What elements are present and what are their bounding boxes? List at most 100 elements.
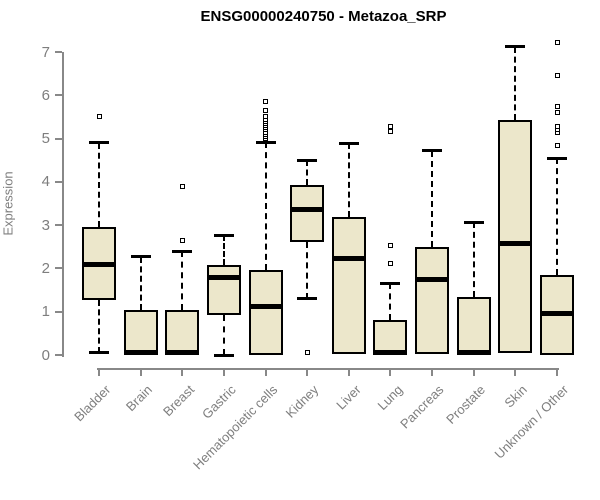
- whisker-upper-lung: [389, 283, 392, 321]
- x-axis-tick: [264, 368, 267, 376]
- whisker-upper-breast: [181, 251, 184, 310]
- x-axis-label-pancreas: Pancreas: [397, 382, 447, 432]
- y-axis-tick: [55, 267, 62, 270]
- whisker-cap-upper-skin: [505, 45, 526, 49]
- median-breast: [165, 350, 200, 356]
- y-axis-tick: [55, 94, 62, 97]
- y-axis-tick-label: 4: [41, 173, 50, 191]
- whisker-cap-upper-lung: [380, 281, 401, 285]
- whisker-cap-upper-hematopoietic-cells: [255, 140, 276, 144]
- x-axis-label-lung: Lung: [374, 382, 406, 414]
- outlier-bladder: [96, 114, 102, 120]
- y-axis-tick: [55, 137, 62, 140]
- whisker-cap-upper-liver: [338, 141, 359, 145]
- whisker-upper-pancreas: [431, 150, 434, 247]
- whisker-cap-upper-prostate: [463, 220, 484, 224]
- median-kidney: [290, 206, 325, 212]
- x-axis-label-liver: Liver: [332, 382, 364, 413]
- box-breast: [165, 309, 200, 355]
- whisker-cap-upper-breast: [172, 249, 193, 253]
- x-axis-tick: [514, 368, 517, 376]
- box-brain: [123, 309, 158, 355]
- outlier-unknown-other: [554, 104, 560, 110]
- box-hematopoietic-cells: [248, 270, 283, 355]
- whisker-upper-skin: [514, 46, 517, 121]
- whisker-upper-liver: [347, 143, 350, 217]
- y-axis-tick-label: 7: [41, 43, 50, 61]
- outlier-hematopoietic-cells: [263, 99, 269, 105]
- box-liver: [331, 216, 366, 354]
- y-axis-line: [62, 52, 64, 357]
- x-axis-tick: [181, 368, 184, 376]
- outlier-unknown-other: [554, 40, 560, 46]
- x-axis-label-unknown-other: Unknown / Other: [492, 382, 572, 462]
- outlier-lung: [387, 123, 393, 129]
- whisker-upper-brain: [139, 256, 142, 310]
- whisker-cap-upper-gastric: [213, 233, 234, 237]
- y-axis-tick: [55, 310, 62, 313]
- whisker-cap-lower-gastric: [213, 353, 234, 357]
- whisker-upper-hematopoietic-cells: [264, 142, 267, 271]
- whisker-lower-kidney: [306, 242, 309, 299]
- median-skin: [498, 240, 533, 246]
- x-axis-tick: [306, 368, 309, 376]
- y-axis-tick: [55, 224, 62, 227]
- y-axis-tick-label: 0: [41, 346, 50, 364]
- outlier-unknown-other: [554, 142, 560, 148]
- x-axis-tick: [222, 368, 225, 376]
- median-brain: [123, 350, 158, 356]
- outlier-hematopoietic-cells: [263, 107, 269, 113]
- whisker-cap-upper-unknown-other: [547, 156, 568, 160]
- y-axis-tick-label: 1: [41, 303, 50, 321]
- chart-title: ENSG00000240750 - Metazoa_SRP: [200, 8, 447, 25]
- y-axis-tick-label: 2: [41, 259, 50, 277]
- box-skin: [498, 120, 533, 353]
- outlier-unknown-other: [554, 72, 560, 78]
- box-gastric: [206, 264, 241, 316]
- outlier-lung: [387, 242, 393, 248]
- outlier-breast: [179, 237, 185, 243]
- y-axis-tick: [55, 180, 62, 183]
- whisker-upper-prostate: [472, 222, 475, 298]
- whisker-upper-kidney: [306, 160, 309, 185]
- x-axis-label-prostate: Prostate: [443, 382, 489, 427]
- x-axis-tick: [556, 368, 559, 376]
- y-axis-tick: [55, 354, 62, 356]
- y-axis-title: Expression: [0, 171, 16, 236]
- whisker-lower-bladder: [98, 300, 100, 353]
- x-axis-label-bladder: Bladder: [71, 382, 114, 425]
- whisker-cap-lower-kidney: [297, 297, 318, 301]
- x-axis-label-breast: Breast: [159, 382, 197, 420]
- x-axis-label-kidney: Kidney: [283, 382, 322, 421]
- x-axis-line: [97, 368, 560, 370]
- median-liver: [331, 255, 366, 261]
- whisker-cap-upper-pancreas: [422, 149, 443, 153]
- outlier-breast: [179, 183, 185, 189]
- outlier-unknown-other: [554, 110, 560, 116]
- x-axis-tick: [347, 368, 350, 376]
- whisker-cap-upper-brain: [130, 255, 151, 259]
- x-axis-tick: [98, 368, 100, 376]
- whisker-cap-lower-bladder: [89, 351, 109, 355]
- whisker-lower-gastric: [222, 315, 225, 355]
- x-axis-label-gastric: Gastric: [198, 382, 239, 422]
- median-lung: [373, 350, 408, 356]
- outlier-lung: [387, 128, 393, 134]
- median-pancreas: [415, 277, 450, 283]
- median-gastric: [206, 274, 241, 280]
- y-axis-tick-label: 3: [41, 216, 50, 234]
- whisker-upper-bladder: [98, 142, 100, 228]
- median-bladder: [82, 262, 116, 268]
- x-axis-label-brain: Brain: [123, 382, 156, 415]
- outlier-kidney: [304, 350, 310, 356]
- box-kidney: [290, 184, 325, 243]
- whisker-cap-upper-kidney: [297, 158, 318, 162]
- outlier-hematopoietic-cells: [263, 114, 269, 120]
- median-hematopoietic-cells: [248, 303, 283, 309]
- whisker-upper-gastric: [222, 235, 225, 265]
- y-axis-tick-label: 6: [41, 86, 50, 104]
- x-axis-tick: [139, 368, 142, 376]
- median-prostate: [456, 350, 491, 356]
- whisker-cap-upper-bladder: [89, 141, 109, 145]
